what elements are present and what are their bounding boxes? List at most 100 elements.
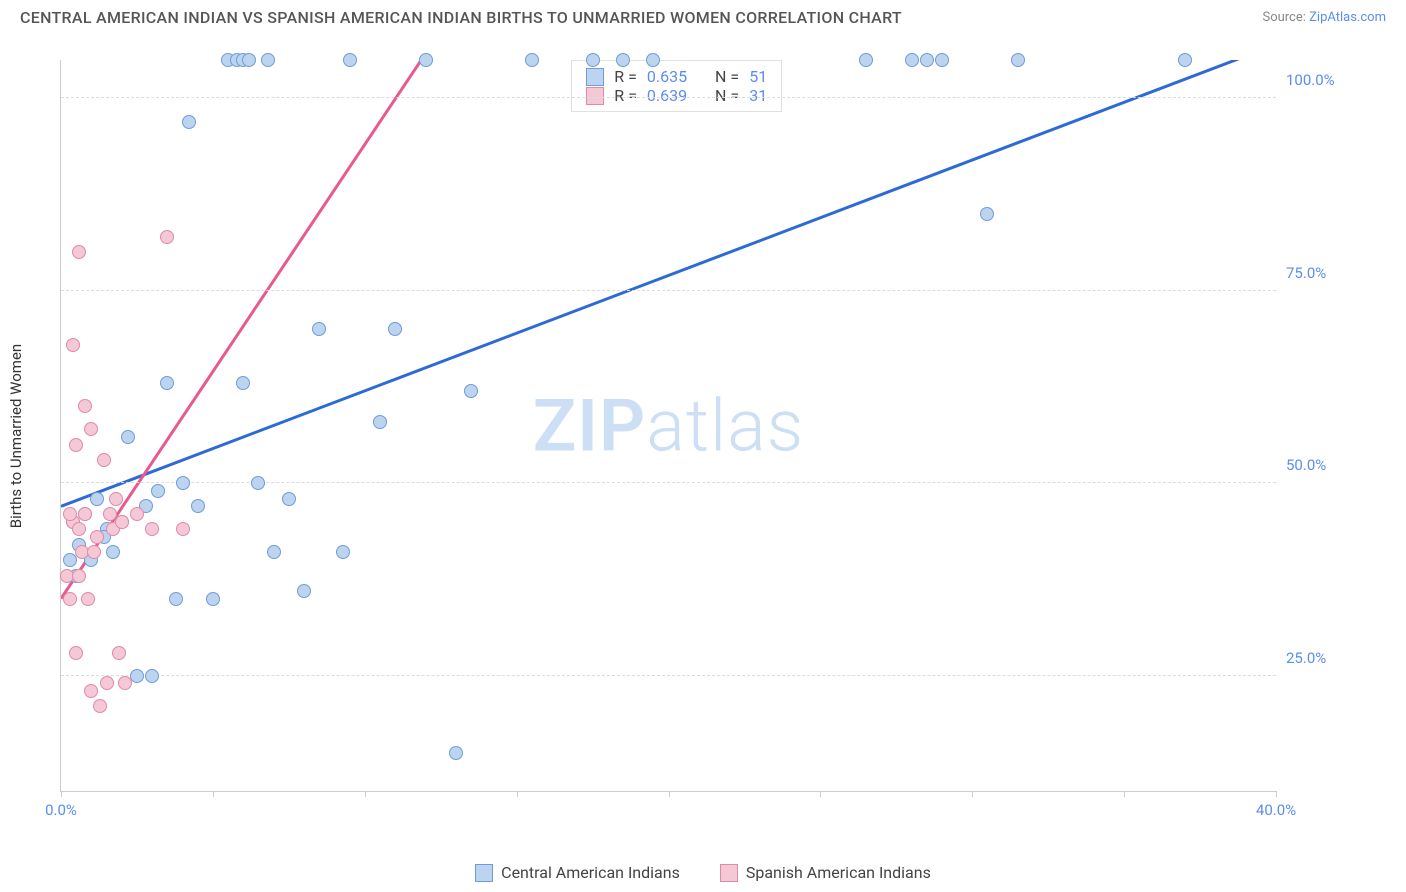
legend-item-series-1: Spanish American Indians <box>720 863 931 882</box>
data-point <box>69 438 83 452</box>
swatch-series-0-bottom <box>475 864 493 882</box>
data-point <box>103 507 117 521</box>
data-point <box>121 430 135 444</box>
data-point <box>464 384 478 398</box>
x-tick <box>972 791 973 797</box>
data-point <box>336 545 350 559</box>
data-point <box>980 207 994 221</box>
data-point <box>616 53 630 67</box>
y-tick-label: 75.0% <box>1286 264 1366 282</box>
data-point <box>81 592 95 606</box>
x-tick <box>517 791 518 797</box>
data-point <box>267 545 281 559</box>
gridline <box>61 97 1276 98</box>
data-point <box>1011 53 1025 67</box>
data-point <box>182 115 196 129</box>
x-tick <box>1124 791 1125 797</box>
data-point <box>373 415 387 429</box>
data-point <box>206 592 220 606</box>
legend-row-series-0: R = 0.635 N = 51 <box>586 67 767 86</box>
data-point <box>130 507 144 521</box>
data-point <box>169 592 183 606</box>
correlation-legend: R = 0.635 N = 51 R = 0.639 N = 31 <box>571 60 782 112</box>
data-point <box>1178 53 1192 67</box>
data-point <box>251 476 265 490</box>
chart-header: CENTRAL AMERICAN INDIAN VS SPANISH AMERI… <box>0 0 1406 33</box>
data-point <box>920 53 934 67</box>
data-point <box>145 669 159 683</box>
y-tick-label: 100.0% <box>1286 71 1366 89</box>
x-tick <box>1276 791 1277 797</box>
x-tick <box>820 791 821 797</box>
data-point <box>586 53 600 67</box>
data-point <box>106 545 120 559</box>
legend-item-series-0: Central American Indians <box>475 863 680 882</box>
data-point <box>72 522 86 536</box>
data-point <box>90 492 104 506</box>
data-point <box>935 53 949 67</box>
chart-area: Births to Unmarried Women ZIPatlas R = 0… <box>40 40 1386 832</box>
source-attribution: Source: ZipAtlas.com <box>1262 10 1386 25</box>
x-tick-label: 0.0% <box>45 801 77 819</box>
swatch-series-0 <box>586 68 604 86</box>
x-tick <box>61 791 62 797</box>
y-tick-label: 50.0% <box>1286 456 1366 474</box>
data-point <box>93 699 107 713</box>
data-point <box>72 245 86 259</box>
data-point <box>176 522 190 536</box>
chart-title: CENTRAL AMERICAN INDIAN VS SPANISH AMERI… <box>20 8 902 27</box>
gridline <box>61 675 1276 676</box>
data-point <box>100 676 114 690</box>
data-point <box>525 53 539 67</box>
data-point <box>388 322 402 336</box>
data-point <box>646 53 660 67</box>
data-point <box>78 399 92 413</box>
data-point <box>63 592 77 606</box>
legend-row-series-1: R = 0.639 N = 31 <box>586 86 767 105</box>
data-point <box>84 422 98 436</box>
trend-lines <box>61 60 1276 791</box>
data-point <box>69 646 83 660</box>
data-point <box>312 322 326 336</box>
x-tick <box>213 791 214 797</box>
swatch-series-1-bottom <box>720 864 738 882</box>
data-point <box>130 669 144 683</box>
source-link[interactable]: ZipAtlas.com <box>1309 10 1386 25</box>
data-point <box>859 53 873 67</box>
data-point <box>261 53 275 67</box>
data-point <box>160 230 174 244</box>
y-axis-label: Births to Unmarried Women <box>7 344 25 528</box>
data-point <box>78 507 92 521</box>
data-point <box>97 453 111 467</box>
data-point <box>191 499 205 513</box>
data-point <box>90 530 104 544</box>
data-point <box>112 646 126 660</box>
data-point <box>87 545 101 559</box>
data-point <box>449 746 463 760</box>
bottom-legend: Central American Indians Spanish America… <box>0 863 1406 882</box>
gridline <box>61 290 1276 291</box>
data-point <box>282 492 296 506</box>
data-point <box>115 515 129 529</box>
data-point <box>118 676 132 690</box>
data-point <box>905 53 919 67</box>
data-point <box>160 376 174 390</box>
x-tick <box>669 791 670 797</box>
x-tick <box>365 791 366 797</box>
data-point <box>297 584 311 598</box>
plot-region: ZIPatlas R = 0.635 N = 51 R = 0.639 N = … <box>60 60 1276 792</box>
watermark: ZIPatlas <box>533 383 805 468</box>
data-point <box>176 476 190 490</box>
data-point <box>63 507 77 521</box>
data-point <box>145 522 159 536</box>
data-point <box>109 492 123 506</box>
x-tick-label: 40.0% <box>1256 801 1296 819</box>
data-point <box>419 53 433 67</box>
data-point <box>84 684 98 698</box>
data-point <box>66 338 80 352</box>
swatch-series-1 <box>586 87 604 105</box>
gridline <box>61 482 1276 483</box>
data-point <box>151 484 165 498</box>
data-point <box>343 53 357 67</box>
data-point <box>242 53 256 67</box>
